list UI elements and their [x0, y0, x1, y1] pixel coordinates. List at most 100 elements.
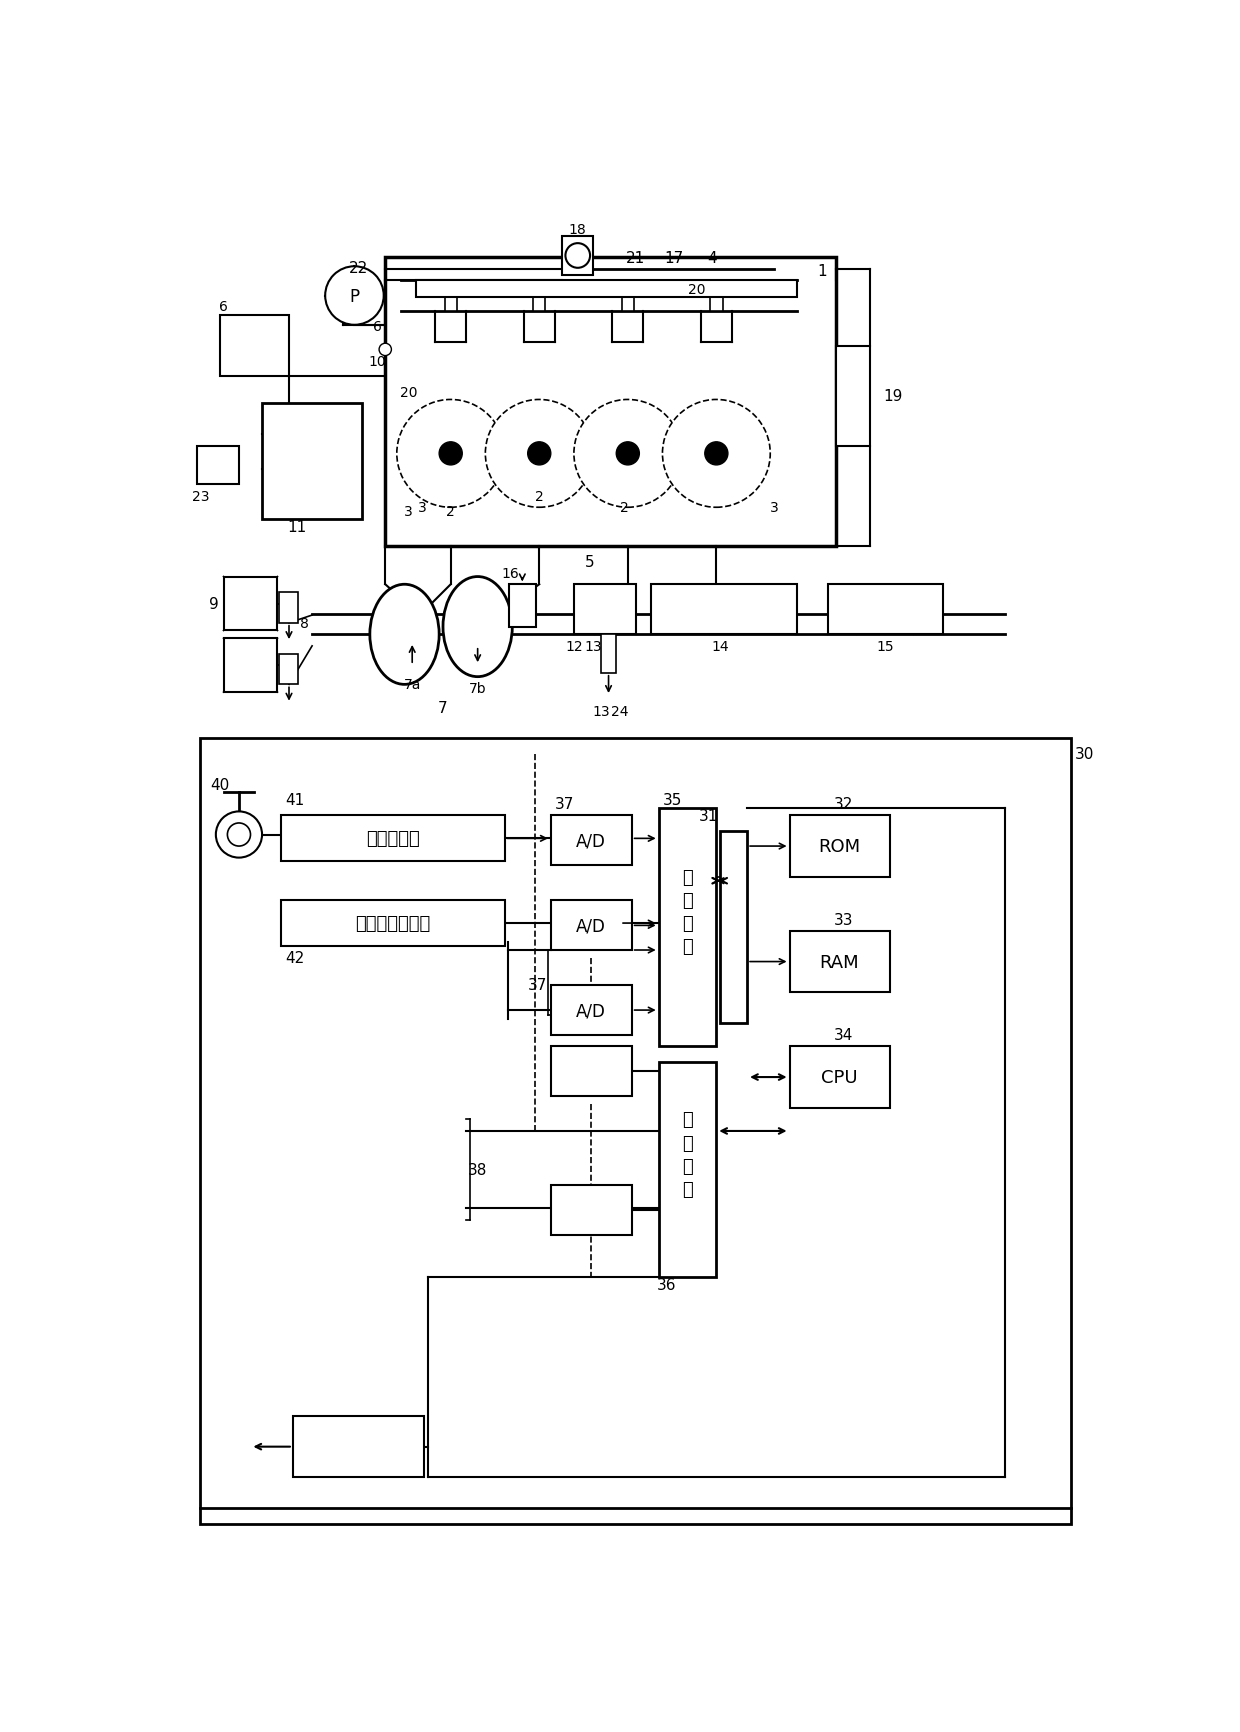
Text: 30: 30	[1074, 746, 1094, 762]
Bar	[201, 740, 1070, 1524]
Text: 19: 19	[884, 390, 903, 404]
Text: A/D: A/D	[575, 831, 606, 850]
Text: ROM: ROM	[818, 838, 861, 856]
Circle shape	[485, 400, 593, 507]
Text: 32: 32	[833, 797, 853, 812]
Text: 2: 2	[534, 490, 543, 504]
Bar	[510, 585, 536, 627]
Bar	[658, 1062, 717, 1278]
Ellipse shape	[443, 577, 512, 677]
Bar	[601, 636, 616, 674]
Text: A/D: A/D	[575, 1001, 606, 1020]
Text: 11: 11	[288, 520, 306, 535]
Bar	[444, 284, 456, 312]
Bar	[551, 901, 631, 951]
Text: 4: 4	[708, 251, 717, 265]
Bar	[790, 932, 889, 992]
Text: 8: 8	[300, 617, 309, 630]
Text: 5: 5	[584, 554, 594, 570]
Text: 7a: 7a	[403, 677, 420, 693]
Text: RAM: RAM	[820, 953, 859, 972]
Circle shape	[574, 400, 682, 507]
Circle shape	[397, 400, 505, 507]
Text: 20: 20	[399, 386, 417, 400]
Text: 15: 15	[877, 639, 894, 653]
Circle shape	[528, 443, 551, 466]
Text: 31: 31	[699, 809, 718, 823]
Circle shape	[379, 345, 392, 357]
Text: 6: 6	[373, 320, 382, 334]
Circle shape	[616, 443, 640, 466]
Text: 42: 42	[285, 951, 304, 966]
Text: 37: 37	[527, 977, 547, 992]
Text: 18: 18	[569, 222, 587, 236]
Bar	[621, 284, 634, 312]
Text: 37: 37	[554, 797, 574, 812]
Bar	[836, 346, 870, 447]
Circle shape	[227, 823, 250, 847]
Bar	[417, 281, 797, 298]
Bar	[651, 585, 797, 636]
Text: 7: 7	[438, 700, 448, 715]
Circle shape	[662, 400, 770, 507]
Text: 1: 1	[817, 265, 827, 279]
Bar	[223, 577, 278, 630]
Text: 22: 22	[348, 260, 368, 275]
Bar	[828, 585, 944, 636]
Text: 出: 出	[682, 1134, 692, 1152]
Bar	[533, 284, 546, 312]
Bar	[279, 655, 299, 684]
Bar	[551, 816, 631, 866]
Circle shape	[704, 443, 728, 466]
Text: 入: 入	[682, 892, 692, 909]
Text: 输: 输	[682, 868, 692, 887]
Text: 24: 24	[611, 705, 629, 719]
Text: 3: 3	[770, 501, 779, 514]
Bar	[281, 901, 505, 947]
Text: 34: 34	[833, 1027, 853, 1043]
Text: 35: 35	[662, 793, 682, 807]
Text: 2: 2	[620, 501, 629, 514]
Bar	[293, 1417, 424, 1477]
Text: 20: 20	[688, 282, 706, 296]
Bar	[279, 592, 299, 624]
Text: 端: 端	[682, 1157, 692, 1174]
Bar	[790, 816, 889, 878]
Text: 21: 21	[626, 251, 645, 265]
Text: 3: 3	[418, 501, 427, 514]
Text: 13: 13	[591, 705, 610, 719]
Text: 口: 口	[682, 1179, 692, 1199]
Text: 13: 13	[584, 639, 601, 653]
Circle shape	[325, 267, 383, 326]
Text: 口: 口	[682, 937, 692, 956]
Ellipse shape	[370, 585, 439, 684]
Bar	[262, 404, 362, 520]
Bar	[720, 831, 748, 1024]
Text: 端: 端	[682, 914, 692, 932]
Bar	[658, 809, 717, 1046]
Text: 输: 输	[682, 1110, 692, 1129]
Text: CPU: CPU	[821, 1069, 858, 1086]
Text: 33: 33	[833, 913, 853, 927]
Bar	[574, 585, 635, 636]
Bar	[551, 1046, 631, 1096]
Text: 14: 14	[712, 639, 729, 653]
Bar	[711, 284, 723, 312]
Bar	[551, 1185, 631, 1235]
Text: 17: 17	[665, 251, 683, 265]
Text: A/D: A/D	[575, 916, 606, 935]
Text: 10: 10	[368, 355, 387, 369]
Text: 12: 12	[565, 639, 583, 653]
Text: 3: 3	[404, 504, 413, 520]
Text: 41: 41	[285, 793, 304, 807]
Text: 曲轴转角传感器: 曲轴转角传感器	[356, 914, 430, 932]
Text: 2: 2	[446, 504, 455, 520]
Text: 7b: 7b	[469, 682, 486, 696]
Bar	[197, 447, 239, 485]
Text: 36: 36	[656, 1278, 676, 1292]
Bar	[386, 258, 836, 546]
Text: 23: 23	[192, 490, 210, 504]
Bar	[223, 639, 278, 693]
Bar	[790, 1046, 889, 1108]
Circle shape	[565, 244, 590, 268]
